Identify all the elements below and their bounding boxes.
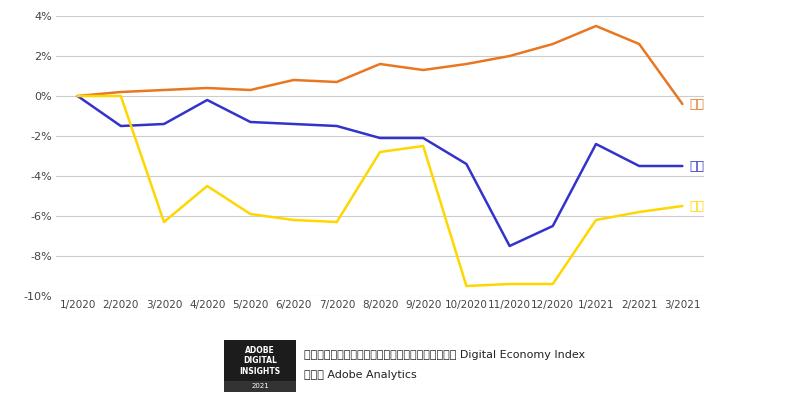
Text: INSIGHTS: INSIGHTS [239,367,281,376]
Text: 英国: 英国 [690,200,704,212]
Text: 2021: 2021 [251,383,269,389]
Text: DIGITAL: DIGITAL [243,356,277,365]
Text: 出典： Adobe Analytics: 出典： Adobe Analytics [304,370,417,380]
Text: 米国: 米国 [690,160,704,172]
Text: 日本: 日本 [690,98,704,110]
Text: ADOBE: ADOBE [245,346,275,355]
Bar [224,380,296,392]
Text: エレクトロニクス製品の価格動向（米ドル換算）｜ Digital Economy Index: エレクトロニクス製品の価格動向（米ドル換算）｜ Digital Economy … [304,350,585,360]
